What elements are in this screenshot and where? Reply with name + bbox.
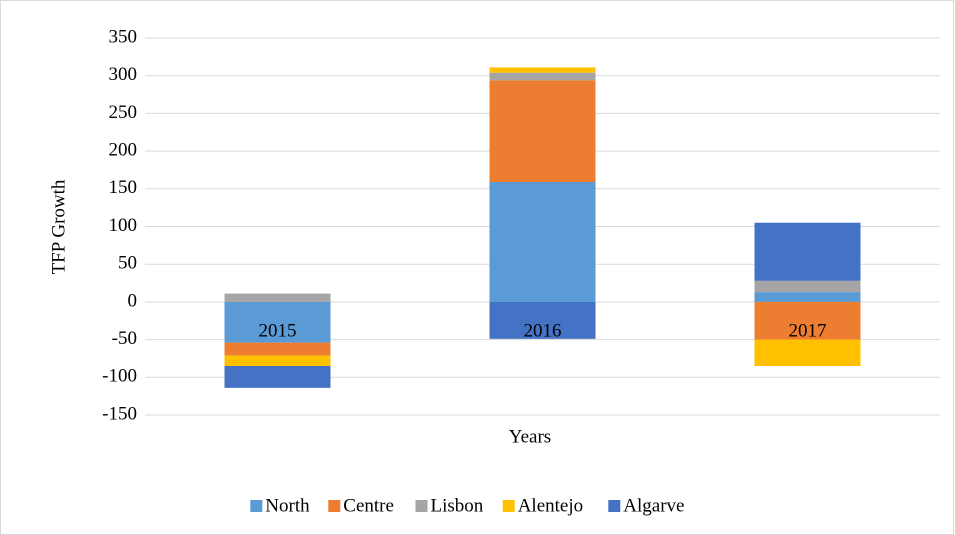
legend-swatch bbox=[608, 500, 621, 512]
legend-label: North bbox=[265, 495, 310, 516]
y-tick-label: 300 bbox=[109, 64, 138, 85]
bar-segment bbox=[224, 342, 331, 356]
y-axis-title: TFP Growth bbox=[48, 179, 69, 274]
legend-label: Alentejo bbox=[518, 495, 583, 516]
x-tick-label: 2017 bbox=[789, 320, 827, 341]
y-tick-label: 50 bbox=[118, 253, 137, 274]
y-tick-label: 350 bbox=[109, 26, 138, 47]
bar-segment bbox=[489, 80, 596, 183]
bar-segment bbox=[489, 301, 596, 339]
bar-segment bbox=[754, 339, 861, 366]
y-tick-label: 200 bbox=[109, 139, 138, 160]
bar-segment bbox=[224, 365, 331, 388]
x-tick-label: 2015 bbox=[259, 320, 297, 341]
x-axis-title: Years bbox=[509, 426, 551, 447]
y-tick-label: -100 bbox=[102, 366, 137, 387]
y-tick-label: -150 bbox=[102, 403, 137, 424]
legend-swatch bbox=[328, 500, 341, 512]
legend-swatch bbox=[415, 500, 428, 512]
bar-segment bbox=[754, 301, 861, 340]
bar-segment bbox=[489, 182, 596, 302]
legend-label: Algarve bbox=[623, 495, 684, 516]
y-tick-label: 250 bbox=[109, 102, 138, 123]
legend-swatch bbox=[250, 500, 263, 512]
bar-segment bbox=[754, 222, 861, 281]
bar-segment bbox=[754, 280, 861, 293]
bar-segment bbox=[224, 355, 331, 366]
legend-label: Lisbon bbox=[431, 495, 484, 516]
bar-segment bbox=[224, 293, 331, 302]
x-tick-label: 2016 bbox=[524, 320, 562, 341]
bar-segment bbox=[489, 72, 596, 81]
bar-segment bbox=[489, 67, 596, 73]
y-tick-label: 0 bbox=[128, 290, 138, 311]
bar-segment bbox=[754, 292, 861, 302]
legend-label: Centre bbox=[343, 495, 394, 516]
legend-swatch bbox=[502, 500, 515, 512]
y-tick-label: -50 bbox=[112, 328, 137, 349]
bar-segment bbox=[224, 301, 331, 343]
y-tick-label: 100 bbox=[109, 215, 138, 236]
y-tick-label: 150 bbox=[109, 177, 138, 198]
